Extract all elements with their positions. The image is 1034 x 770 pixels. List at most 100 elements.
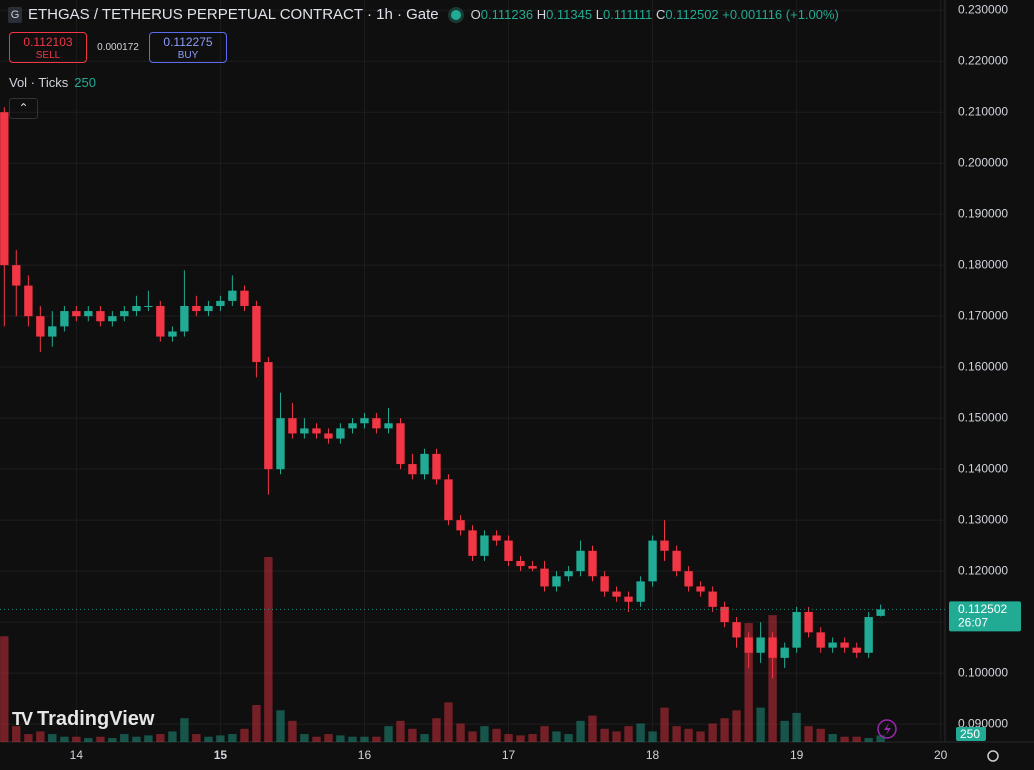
volume-bar (60, 736, 69, 742)
candle-body (720, 606, 729, 623)
candle-body (552, 576, 561, 587)
candle-body (744, 637, 753, 653)
y-tick-label: 0.180000 (958, 257, 1008, 271)
candle-body (468, 530, 477, 556)
volume-bar (348, 736, 357, 742)
volume-bar (588, 715, 597, 742)
indicator-value: 250 (74, 75, 96, 90)
volume-bar (864, 738, 873, 742)
candle-body (204, 305, 213, 312)
volume-bar (12, 726, 21, 742)
last-price-label: 0.112502 (958, 602, 1007, 616)
volume-bar (516, 735, 525, 742)
volume-bar (120, 734, 129, 742)
candle-body (708, 591, 717, 607)
candle-body (312, 428, 321, 434)
candle-body (384, 423, 393, 429)
candle-body (192, 305, 201, 312)
candle-body (768, 637, 777, 658)
volume-bar (576, 720, 585, 742)
symbol[interactable]: ETHGAS / TETHERUS PERPETUAL CONTRACT · 1… (28, 6, 439, 23)
volume-bar (216, 735, 225, 742)
candle-body (408, 464, 417, 475)
volume-bar (180, 718, 189, 742)
o-label: O (470, 7, 481, 22)
candle-body (684, 571, 693, 587)
flash-bolt (884, 723, 891, 735)
settings-icon[interactable] (987, 750, 999, 762)
candle-body (372, 418, 381, 429)
candle-body (228, 290, 237, 301)
volume-bar (876, 735, 885, 742)
volume-bar (72, 736, 81, 742)
volume-bar (444, 702, 453, 742)
volume-bar (48, 734, 57, 742)
volume-bar (396, 720, 405, 742)
volume-bar (168, 731, 177, 742)
x-tick-label: 16 (358, 748, 372, 762)
volume-bar (792, 712, 801, 742)
volume-bar (564, 734, 573, 742)
volume-bar (432, 718, 441, 742)
volume-bar (852, 736, 861, 742)
candle-body (660, 540, 669, 551)
volume-bar (24, 734, 33, 742)
candle-body (216, 300, 225, 306)
candle-body (600, 576, 609, 592)
volume-bar (756, 707, 765, 742)
branding: TV TradingView (12, 708, 154, 731)
candle-body (12, 265, 21, 286)
candle-body (360, 418, 369, 424)
volume-bar (384, 726, 393, 742)
sell-button[interactable]: 0.112103 SELL (9, 32, 87, 63)
header: G ETHGAS / TETHERUS PERPETUAL CONTRACT ·… (8, 6, 839, 23)
volume-bar (324, 734, 333, 742)
volume-bar (684, 728, 693, 742)
volume-bar (768, 615, 777, 742)
y-tick-label: 0.140000 (958, 461, 1008, 475)
candle-body (516, 560, 525, 567)
volume-bar (480, 726, 489, 742)
volume-bar (360, 736, 369, 742)
volume-bar (276, 710, 285, 742)
volume-bar (240, 728, 249, 742)
candle-body (648, 540, 657, 582)
change: +0.001116 (+1.00%) (722, 7, 839, 22)
last-price-box (949, 601, 1021, 632)
candle-body (864, 617, 873, 653)
candle-body (540, 568, 549, 587)
x-tick-label: 20 (934, 748, 948, 762)
volume-bar (780, 720, 789, 742)
h-label: H (536, 7, 547, 22)
volume-bar (840, 736, 849, 742)
buy-price: 0.112275 (163, 35, 213, 49)
candle-body (132, 305, 141, 312)
candle-body (780, 647, 789, 658)
sell-label: SELL (35, 50, 61, 61)
y-tick-label: 0.190000 (958, 206, 1008, 220)
status-dot (450, 9, 461, 20)
volume-bar (336, 735, 345, 742)
candle-body (636, 581, 645, 602)
candle-body (456, 520, 465, 531)
x-tick-label: 15 (214, 748, 228, 762)
candle-body (432, 453, 441, 480)
collapse-button[interactable]: ⌃ (9, 98, 38, 119)
h-value: 0.11345 (546, 7, 593, 22)
c-label: C (656, 7, 666, 22)
candle-body (240, 290, 249, 306)
buy-button[interactable]: 0.112275 BUY (149, 32, 227, 63)
candle-body (672, 550, 681, 572)
volume-bar (252, 705, 261, 742)
volume-last-label: 250 (960, 727, 980, 741)
candle-body (732, 622, 741, 638)
candle-body (120, 311, 129, 317)
volume-bar (696, 731, 705, 742)
flash-icon[interactable] (877, 719, 897, 739)
volume-bar (660, 707, 669, 742)
volume-legend[interactable]: Vol · Ticks 250 (9, 75, 96, 90)
volume-bar (312, 736, 321, 742)
candle-body (816, 632, 825, 648)
